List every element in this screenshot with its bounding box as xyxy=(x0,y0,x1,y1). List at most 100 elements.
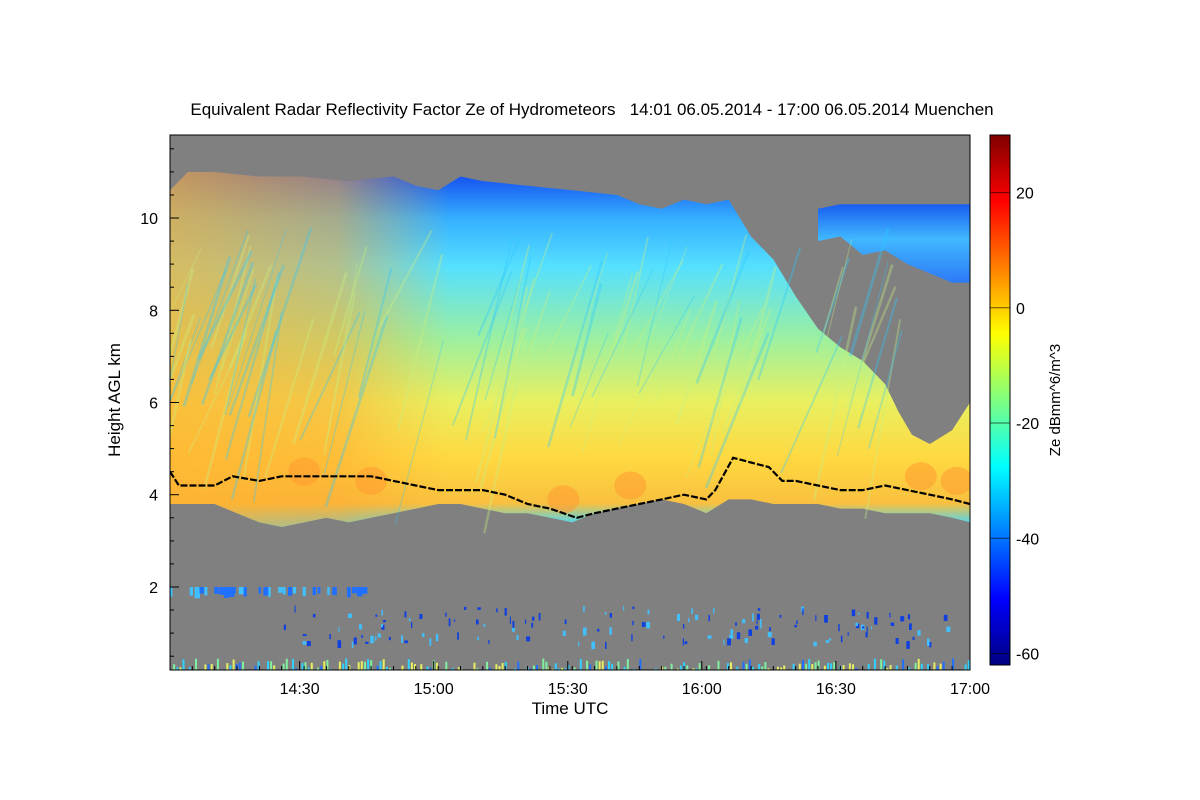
colorbar-tick-label: 20 xyxy=(1016,186,1034,203)
scattered-echo xyxy=(708,614,710,622)
low-clutter-echo xyxy=(194,587,200,599)
scattered-echo xyxy=(538,613,541,621)
scattered-echo xyxy=(646,621,650,629)
scattered-echo xyxy=(909,623,912,630)
scattered-echo xyxy=(769,627,771,632)
surface-clutter xyxy=(736,666,739,670)
fall-streak xyxy=(324,315,389,508)
surface-clutter xyxy=(726,663,729,670)
surface-clutter xyxy=(686,665,689,670)
surface-clutter xyxy=(476,668,479,670)
surface-clutter xyxy=(473,662,476,670)
scattered-echo xyxy=(829,638,832,641)
surface-clutter xyxy=(598,661,601,670)
scattered-echo xyxy=(802,608,804,616)
scattered-echo xyxy=(483,624,486,627)
fall-streak xyxy=(465,235,514,441)
scattered-echo xyxy=(365,641,369,644)
scattered-echo xyxy=(411,622,413,628)
fall-streak xyxy=(846,264,894,408)
scattered-echo xyxy=(813,641,817,647)
surface-clutter xyxy=(811,664,814,670)
fall-streak xyxy=(191,229,249,385)
fall-streak xyxy=(220,267,255,370)
surface-clutter xyxy=(833,662,836,670)
surface-clutter xyxy=(964,664,967,670)
x-tick-label: 17:00 xyxy=(950,681,990,698)
surface-clutter xyxy=(176,667,179,670)
scattered-echo xyxy=(855,622,858,627)
scattered-echo xyxy=(683,624,685,629)
colorbar-gradient xyxy=(989,134,1011,666)
scattered-echo xyxy=(381,624,383,628)
fall-streak xyxy=(292,272,348,445)
surface-clutter xyxy=(823,665,826,670)
surface-clutter xyxy=(920,663,923,670)
chart-title: Equivalent Radar Reflectivity Factor Ze … xyxy=(190,100,993,119)
scattered-echo xyxy=(448,618,451,627)
scattered-echo xyxy=(564,619,567,625)
scattered-echo xyxy=(375,614,378,617)
scattered-echo xyxy=(794,624,797,628)
surface-clutter xyxy=(679,665,682,670)
scattered-echo xyxy=(329,634,331,640)
fall-streak xyxy=(377,229,433,331)
fall-streak xyxy=(654,308,692,403)
surface-clutter xyxy=(695,668,698,670)
surface-clutter xyxy=(426,666,429,670)
fall-streak xyxy=(836,262,889,457)
scattered-echo xyxy=(927,638,930,646)
scattered-echo xyxy=(370,635,374,644)
surface-clutter xyxy=(376,665,379,670)
scattered-echo xyxy=(496,608,498,613)
surface-clutter xyxy=(708,665,711,670)
fall-streak xyxy=(675,300,718,425)
fall-streak xyxy=(710,300,740,458)
surface-clutter xyxy=(748,659,751,670)
surface-clutter xyxy=(751,667,754,670)
surface-clutter xyxy=(410,662,413,670)
low-clutter-echo xyxy=(199,587,204,594)
surface-clutter xyxy=(764,662,767,670)
low-clutter-echo xyxy=(170,587,173,597)
fall-streak xyxy=(210,234,251,350)
low-clutter-echo xyxy=(189,587,193,596)
scattered-echo xyxy=(815,615,817,621)
scattered-echo xyxy=(504,608,507,616)
scattered-echo xyxy=(302,641,307,645)
scattered-echo xyxy=(663,635,665,639)
fall-streak xyxy=(616,237,649,377)
fall-streak xyxy=(228,264,273,370)
fall-streak xyxy=(709,306,764,423)
scattered-echo xyxy=(532,616,535,621)
scattered-echo xyxy=(445,612,447,617)
surface-clutter xyxy=(601,660,604,670)
low-clutter-echo xyxy=(268,587,271,597)
fall-streak xyxy=(507,232,554,358)
surface-clutter xyxy=(320,666,323,670)
surface-clutter xyxy=(639,659,642,670)
surface-clutter xyxy=(589,664,592,670)
surface-clutter xyxy=(848,663,851,670)
scattered-echo xyxy=(682,638,684,646)
surface-clutter xyxy=(745,663,748,670)
surface-clutter xyxy=(692,668,695,670)
scattered-echo xyxy=(874,617,878,625)
fall-streak xyxy=(247,227,313,418)
scattered-echo xyxy=(583,627,587,636)
scattered-echo xyxy=(578,641,580,647)
y-tick-label: 4 xyxy=(149,488,158,505)
surface-clutter xyxy=(551,668,554,670)
fall-streak xyxy=(224,271,281,460)
scattered-echo xyxy=(736,632,741,640)
surface-clutter xyxy=(282,663,285,670)
surface-clutter xyxy=(188,667,191,670)
low-clutter-echo xyxy=(292,587,297,594)
surface-clutter xyxy=(927,664,930,670)
surface-clutter xyxy=(767,668,770,670)
surface-clutter xyxy=(414,664,416,670)
fall-streak xyxy=(569,332,609,428)
fall-streak xyxy=(208,283,258,381)
scattered-echo xyxy=(840,635,843,643)
reflectivity-core xyxy=(547,485,580,514)
